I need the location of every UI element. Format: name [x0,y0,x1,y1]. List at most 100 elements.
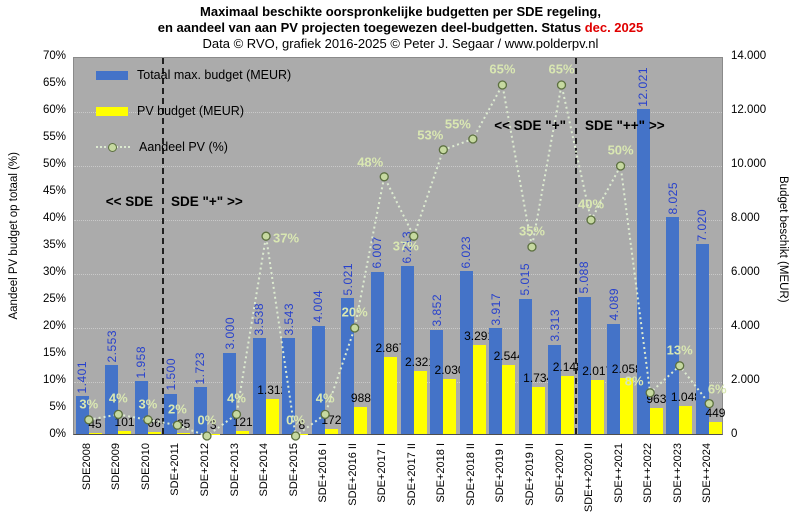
left-tick-label: 50% [42,158,66,170]
pv-share-value: 0% [197,412,217,428]
bar-total [75,396,89,434]
bar-total-value: 6.007 [370,236,385,269]
x-tick-label: SDE+2019 II [523,443,536,506]
bar-pv [147,432,161,434]
annotation-sde-era: << SDE [105,194,153,209]
bar-total [548,344,562,434]
bar-pv [679,405,693,434]
x-tick-label: SDE2008 [80,443,93,491]
left-tick-label: 0% [49,428,66,440]
bar-pv [472,345,486,434]
x-tick-label: SDE+2019 I [494,443,507,503]
pv-share-value: 4% [315,390,335,406]
right-tick-label: 0 [731,428,738,440]
bar-total-value: 1.401 [75,360,89,394]
bar-total-value: 8.025 [665,181,680,215]
pv-share-value: 35% [518,223,545,239]
x-tick-label: SDE2010 [139,443,152,491]
left-tick-label: 40% [42,212,66,224]
right-tick-label: 2.000 [731,374,760,386]
bar-total-value: 5.015 [518,263,533,296]
left-tick-label: 55% [42,131,66,143]
bar-total [518,298,532,434]
bar-pv [118,431,132,434]
bar-pv [354,407,368,434]
bar-pv [88,432,102,434]
legend-label-pv-budget: PV budget (MEUR) [137,104,244,118]
left-tick-label: 10% [42,374,66,386]
total-budget-swatch-icon [96,70,128,80]
x-tick-label: SDE+2017 I [376,443,389,503]
bar-pv [383,356,397,434]
legend-label-total-budget: Totaal max. budget (MEUR) [137,68,292,82]
annotation-sde-plus-era-end: << SDE "+" [494,118,566,133]
bar-pv [531,387,545,434]
bar-total [459,271,473,434]
pv-share-value: 8% [624,373,644,389]
left-tick-label: 70% [42,50,66,62]
pv-share-marker [379,172,389,182]
bar-pv-value: 66 [147,416,161,431]
bar-total-value: 3.538 [252,302,267,336]
right-tick-label: 6.000 [731,266,760,278]
x-tick-label: SDE+2011 [169,443,182,496]
bar-total-value: 12.021 [636,66,651,107]
bar-pv-value: 35 [176,417,191,432]
x-tick-label: SDE+2016 I [317,443,330,503]
left-tick-label: 15% [42,347,66,359]
annotation-sde-plus-era: SDE "+" >> [171,194,243,209]
x-tick-label: SDE+2012 [198,443,211,497]
chart-status-date: dec. 2025 [584,20,644,35]
bar-total-value: 1.500 [163,357,178,391]
x-tick-label: SDE+2015 [287,443,300,497]
pv-share-value: 53% [417,127,444,143]
x-tick-label: SDE+2014 [258,443,271,497]
pv-share-value: 50% [607,142,634,158]
bar-total-value: 4.089 [606,288,621,321]
x-tick-label: SDE+2018 I [435,443,448,503]
legend-item-pv-budget: PV budget (MEUR) [96,104,291,118]
gridline [74,274,722,275]
bar-total-value: 1.723 [193,351,208,385]
right-axis-title: Budget beschikt (MEUR) [777,176,789,303]
x-tick-label: SDE++2024 [701,443,714,503]
bar-pv-value: 988 [350,391,371,406]
x-tick-label: SDE2009 [110,443,123,491]
left-tick-label: 65% [42,77,66,89]
pv-share-value: 65% [489,61,516,77]
pv-share-value: 13% [666,342,693,358]
bar-total-value: 4.004 [311,290,326,323]
bar-pv [561,376,575,434]
right-tick-label: 14.000 [731,50,767,62]
plot-area: 1.401 45 2.553 101 1.958 66 1.500 35 1.723 3 3.000… [73,57,727,441]
chart-title-line1: Maximaal beschikte oorspronkelijke budge… [200,4,601,19]
bar-total [607,323,621,434]
right-tick-label: 8.000 [731,212,760,224]
bar-pv [649,408,663,434]
pv-share-value: 65% [548,61,575,77]
bar-total-value: 3.543 [281,302,296,336]
bar-total-value: 2.553 [104,329,119,363]
pv-budget-swatch-icon [96,106,128,116]
pv-share-marker [438,145,448,155]
pv-share-value: 40% [578,196,605,212]
x-tick-label: SDE++2020 II [583,443,596,513]
pv-share-marker [468,134,478,144]
chart-title-block: Maximaal beschikte oorspronkelijke budge… [0,4,801,52]
x-tick-label: SDE+2020 I [553,443,566,503]
annotation-sde-plusplus-era: SDE "++" >> [585,118,665,133]
bar-total-value: 3.000 [222,317,237,350]
bar-pv-value: 101 [114,415,135,430]
bar-total-value: 6.023 [459,235,474,269]
right-tick-label: 10.000 [731,158,767,170]
bar-total-value: 5.088 [577,261,592,294]
pv-share-value: 20% [341,304,368,320]
bar-pv-value: 45 [88,416,102,431]
bar-pv [177,433,191,434]
bar-pv [590,379,604,434]
x-tick-label: SDE++2022 [642,443,655,503]
bar-total-value: 3.917 [488,292,503,326]
legend: Totaal max. budget (MEUR) PV budget (MEU… [96,68,291,176]
pv-share-marker-icon [108,143,117,152]
left-tick-label: 30% [42,266,66,278]
